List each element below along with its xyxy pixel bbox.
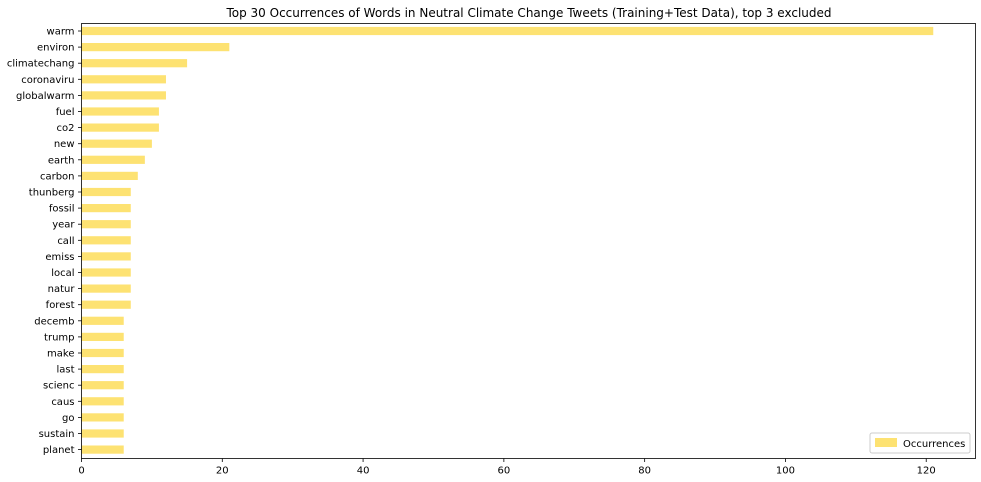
y-tick-label: fossil <box>49 204 75 215</box>
bar-new <box>81 139 152 148</box>
y-tick-label: local <box>51 268 74 279</box>
y-tick-label: make <box>47 349 74 360</box>
y-tick-label: last <box>56 365 74 376</box>
y-tick-label: sustain <box>39 429 75 440</box>
y-tick-label: call <box>57 236 74 247</box>
bar-sustain <box>81 429 124 438</box>
bar-planet <box>81 445 124 454</box>
bar-globalwarm <box>81 91 166 100</box>
y-tick-labels: warm environ climatechang coronaviru globalw… <box>7 27 82 456</box>
bar-call <box>81 236 131 245</box>
bar-climatechang <box>81 59 188 68</box>
y-tick-label: emiss <box>45 252 74 263</box>
y-tick-label: climatechang <box>7 59 75 70</box>
y-tick-label: warm <box>47 27 75 38</box>
y-tick-label: caus <box>51 397 74 408</box>
x-tick-label: 0 <box>78 466 84 477</box>
bar-local <box>81 268 131 277</box>
y-tick-label: scienc <box>43 381 74 392</box>
x-tick-label: 80 <box>638 466 651 477</box>
y-tick-label: planet <box>43 445 75 456</box>
y-tick-label: year <box>52 220 75 231</box>
legend-swatch <box>875 438 897 447</box>
x-tick-label: 40 <box>357 466 370 477</box>
bar-earth <box>81 155 145 164</box>
bar-co2 <box>81 123 159 132</box>
bar-scienc <box>81 381 124 390</box>
bar-go <box>81 413 124 422</box>
bar-carbon <box>81 171 138 180</box>
y-tick-label: fuel <box>56 107 75 118</box>
y-tick-label: decemb <box>34 316 74 327</box>
y-tick-label: go <box>62 413 74 424</box>
y-tick-label: new <box>54 139 75 150</box>
bar-emiss <box>81 252 131 261</box>
y-tick-label: thunberg <box>29 188 75 199</box>
bar-year <box>81 220 131 229</box>
x-tick-label: 60 <box>497 466 510 477</box>
y-tick-label: forest <box>46 300 75 311</box>
bar-coronaviru <box>81 75 166 84</box>
y-tick-label: carbon <box>40 171 75 182</box>
bar-fuel <box>81 107 159 116</box>
x-tick-label: 120 <box>917 466 936 477</box>
y-tick-label: coronaviru <box>21 75 74 86</box>
x-tick-label: 20 <box>216 466 229 477</box>
chart-title: Top 30 Occurrences of Words in Neutral C… <box>225 6 831 20</box>
y-tick-label: globalwarm <box>16 91 74 102</box>
bar-fossil <box>81 204 131 213</box>
y-tick-label: trump <box>44 332 74 343</box>
y-tick-label: natur <box>48 284 76 295</box>
bars-group <box>81 26 934 454</box>
legend-label: Occurrences <box>903 439 965 450</box>
bar-last <box>81 365 124 374</box>
bar-warm <box>81 26 934 36</box>
bar-forest <box>81 300 131 309</box>
plot-frame <box>81 23 976 459</box>
bar-environ <box>81 43 230 52</box>
bar-thunberg <box>81 187 131 197</box>
bar-trump <box>81 332 124 341</box>
bar-decemb <box>81 316 124 325</box>
y-tick-label: earth <box>48 155 75 166</box>
y-tick-label: co2 <box>57 123 75 134</box>
bar-make <box>81 348 124 358</box>
bar-caus <box>81 397 124 406</box>
legend: Occurrences <box>869 432 971 454</box>
y-tick-label: environ <box>37 43 75 54</box>
bar-natur <box>81 284 131 293</box>
x-tick-label: 100 <box>776 466 795 477</box>
x-ticks: 0 20 40 60 80 100 120 <box>78 458 936 477</box>
